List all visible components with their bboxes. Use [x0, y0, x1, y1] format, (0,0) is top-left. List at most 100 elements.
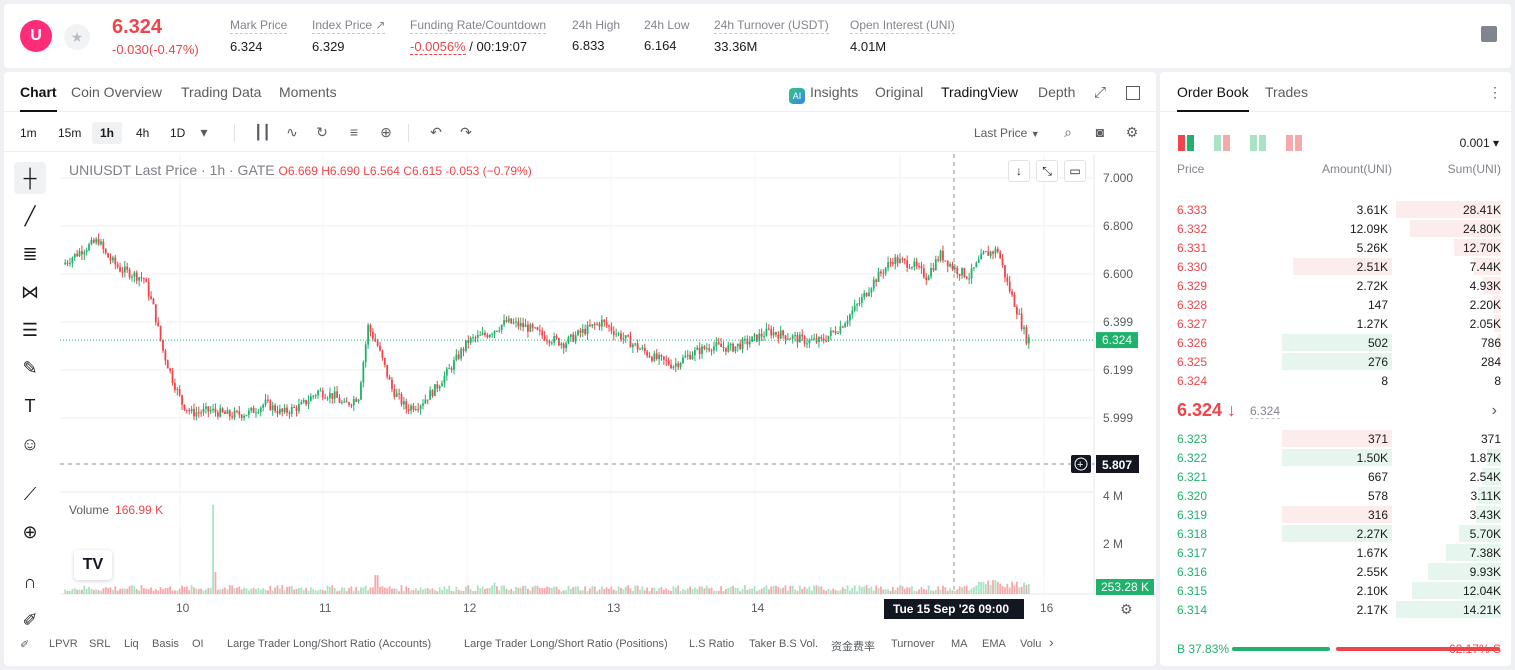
edit-icon[interactable]: ✐ — [20, 639, 30, 651]
arrow-down-icon[interactable]: ↓ — [1008, 160, 1030, 182]
chart-canvas[interactable]: 7.000 6.800 6.600 6.399 6.199 5.999 6.324 5.807… — [60, 154, 1156, 624]
tab-original[interactable]: Original — [875, 84, 924, 100]
indicator-item[interactable]: LPVR — [49, 638, 78, 650]
tab-trades[interactable]: Trades — [1265, 84, 1309, 100]
asks-only-mode-icon[interactable] — [1286, 135, 1302, 151]
tf-1m[interactable]: 1m — [20, 126, 37, 140]
indicator-item[interactable]: L.S Ratio — [689, 638, 735, 650]
volume-tick-label: 4 M — [1103, 489, 1123, 503]
tf-1h[interactable]: 1h — [92, 122, 123, 144]
expand-icon[interactable]: ⤢ — [1094, 84, 1107, 101]
chevron-right-icon[interactable]: › — [1491, 402, 1497, 419]
orderbook-row[interactable]: 6.321 667 2.54K — [1160, 467, 1511, 486]
orderbook-row[interactable]: 6.333 3.61K 28.41K — [1160, 200, 1511, 219]
orderbook-row[interactable]: 6.318 2.27K 5.70K — [1160, 524, 1511, 543]
emoji-icon[interactable]: ☺ — [20, 434, 40, 454]
indicator-item[interactable]: Taker B.S Vol. — [749, 638, 819, 650]
indicator-item[interactable]: EMA — [982, 638, 1006, 650]
tf-15m[interactable]: 15m — [58, 126, 82, 140]
orderbook-row[interactable]: 6.325 276 284 — [1160, 352, 1511, 371]
add-alert-icon[interactable]: ⊕ — [380, 124, 392, 140]
favorite-star-icon[interactable]: ★ — [64, 24, 90, 50]
chevron-right-icon[interactable]: › — [1049, 634, 1054, 650]
orderbook-row[interactable]: 6.330 2.51K 7.44K — [1160, 257, 1511, 276]
orderbook-row[interactable]: 6.332 12.09K 24.80K — [1160, 219, 1511, 238]
orderbook-row[interactable]: 6.317 1.67K 7.38K — [1160, 543, 1511, 562]
ruler-icon[interactable]: ⟋ — [23, 484, 37, 504]
last-price-select[interactable]: Last Price ▼ — [974, 126, 1040, 140]
gear-icon[interactable]: ⚙ — [1125, 124, 1139, 140]
orderbook-tabs: Order Book Trades ⋮ — [1160, 72, 1511, 112]
undo-icon[interactable]: ↶ — [430, 124, 442, 140]
stat-open-interest[interactable]: Open Interest (UNI) 4.01M — [850, 18, 955, 54]
template-icon[interactable]: ≡ — [349, 124, 359, 140]
precision-select[interactable]: 0.001 ▾ — [1459, 136, 1499, 150]
search-icon[interactable]: ⌕ — [1064, 124, 1072, 140]
orderbook-row[interactable]: 6.323 371 371 — [1160, 429, 1511, 448]
brush-icon[interactable]: ✎ — [22, 358, 38, 378]
replay-icon[interactable]: ↻ — [316, 124, 328, 140]
orderbook-row[interactable]: 6.331 5.26K 12.70K — [1160, 238, 1511, 257]
orderbook-row[interactable]: 6.322 1.50K 1.87K — [1160, 448, 1511, 467]
tab-coin-overview[interactable]: Coin Overview — [71, 84, 163, 100]
candle-type-icon[interactable]: ┃┃ — [254, 124, 271, 140]
magnet-icon[interactable]: ∩ — [23, 572, 37, 592]
tab-order-book[interactable]: Order Book — [1177, 84, 1249, 112]
tab-depth[interactable]: Depth — [1038, 84, 1076, 100]
indicator-item[interactable]: OI — [192, 638, 204, 650]
stat-24h-turnover[interactable]: 24h Turnover (USDT) 33.36M — [714, 18, 829, 54]
orderbook-row[interactable]: 6.328 147 2.20K — [1160, 295, 1511, 314]
indicator-item[interactable]: MA — [951, 638, 968, 650]
indicator-item[interactable]: Volu — [1020, 638, 1042, 650]
orderbook-row[interactable]: 6.316 2.55K 9.93K — [1160, 562, 1511, 581]
channel-icon[interactable]: ≣ — [22, 244, 38, 264]
redo-icon[interactable]: ↷ — [460, 124, 472, 140]
both-sides-mode-icon[interactable] — [1178, 135, 1194, 151]
indicator-item[interactable]: SRL — [89, 638, 111, 650]
scale-icon[interactable]: ▭ — [1064, 160, 1086, 182]
indicator-item[interactable]: Basis — [152, 638, 179, 650]
mixed-mode-icon[interactable] — [1214, 135, 1230, 151]
notebook-icon[interactable] — [1481, 26, 1497, 42]
camera-icon[interactable]: ◙ — [1095, 124, 1105, 140]
tradingview-logo[interactable]: TV — [74, 550, 112, 580]
pattern-icon[interactable]: ⋈ — [21, 282, 39, 302]
indicator-item[interactable]: Liq — [124, 638, 139, 650]
orderbook-row[interactable]: 6.327 1.27K 2.05K — [1160, 314, 1511, 333]
tab-chart[interactable]: Chart — [20, 84, 57, 112]
window-icon[interactable] — [1126, 86, 1140, 100]
orderbook-row[interactable]: 6.324 8 8 — [1160, 371, 1511, 390]
stat-mark-price[interactable]: Mark Price 6.324 — [230, 18, 288, 54]
trend-line-icon[interactable]: ╱ — [24, 206, 36, 226]
orderbook-row[interactable]: 6.314 2.17K 14.21K — [1160, 600, 1511, 619]
tab-moments[interactable]: Moments — [279, 84, 337, 100]
stat-funding-rate[interactable]: Funding Rate/Countdown -0.0056% / 00:19:… — [410, 18, 547, 55]
indicator-item[interactable]: Turnover — [891, 638, 935, 650]
chevron-down-icon[interactable]: ▾ — [200, 124, 208, 140]
indicator-item[interactable]: 资金费率 — [831, 641, 875, 653]
candlestick-chart[interactable]: 7.000 6.800 6.600 6.399 6.199 5.999 6.324 5.807… — [60, 154, 1156, 624]
indicator-item[interactable]: Large Trader Long/Short Ratio (Accounts) — [227, 638, 432, 650]
stat-index-price[interactable]: Index Price ↗ 6.329 — [312, 18, 386, 54]
fib-icon[interactable]: ☰ — [21, 320, 39, 340]
orderbook-row[interactable]: 6.315 2.10K 12.04K — [1160, 581, 1511, 600]
orderbook-row[interactable]: 6.329 2.72K 4.93K — [1160, 276, 1511, 295]
zoom-in-icon[interactable]: ⊕ — [22, 522, 38, 542]
crosshair-icon[interactable]: ┼ — [14, 162, 46, 194]
indicator-icon[interactable]: ∿ — [286, 124, 298, 140]
text-icon[interactable]: T — [24, 396, 36, 416]
orderbook-row[interactable]: 6.320 578 3.11K — [1160, 486, 1511, 505]
tab-tradingview[interactable]: TradingView — [941, 84, 1019, 100]
pencil-lock-icon[interactable]: ✐ — [22, 610, 38, 630]
more-menu-icon[interactable]: ⋮ — [1488, 84, 1502, 100]
tf-4h[interactable]: 4h — [136, 126, 150, 140]
tab-insights[interactable]: AI Insights — [789, 84, 858, 104]
collapse-icon[interactable]: ⤡ — [1036, 160, 1058, 182]
indicator-item[interactable]: Large Trader Long/Short Ratio (Positions… — [464, 638, 668, 650]
volume-bar — [505, 588, 508, 594]
tf-1d[interactable]: 1D — [170, 126, 186, 140]
orderbook-row[interactable]: 6.319 316 3.43K — [1160, 505, 1511, 524]
tab-trading-data[interactable]: Trading Data — [181, 84, 262, 100]
bids-only-mode-icon[interactable] — [1250, 135, 1266, 151]
orderbook-row[interactable]: 6.326 502 786 — [1160, 333, 1511, 352]
